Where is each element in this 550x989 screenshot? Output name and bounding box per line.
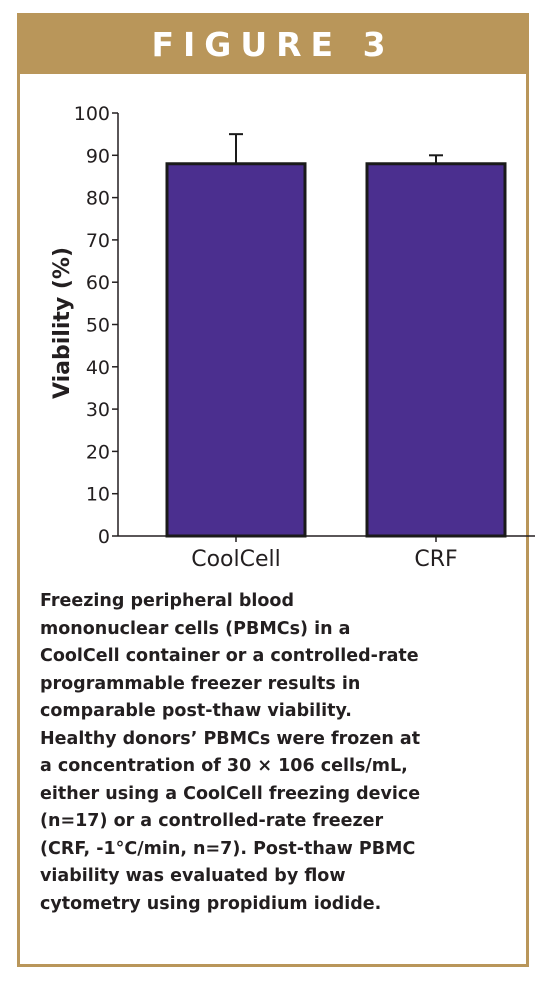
y-tick-label-20: 20 bbox=[86, 441, 110, 463]
y-tick-label-10: 10 bbox=[86, 484, 110, 506]
chart-labels: 0 10 20 30 40 50 60 70 80 90 100 CoolCell CRF bbox=[74, 103, 458, 572]
figure-header: FIGURE 3 bbox=[20, 16, 526, 74]
category-label-coolcell: CoolCell bbox=[191, 547, 281, 572]
bar-coolcell bbox=[165, 162, 307, 538]
chart-error-bars bbox=[229, 133, 443, 164]
bar-crf bbox=[365, 162, 507, 538]
category-label-crf: CRF bbox=[414, 547, 457, 572]
figure-caption: Freezing peripheral blood mononuclear ce… bbox=[40, 591, 421, 914]
y-tick-label-90: 90 bbox=[86, 145, 110, 167]
y-tick-label-40: 40 bbox=[86, 357, 110, 379]
y-tick-label-30: 30 bbox=[86, 399, 110, 421]
y-tick-label-100: 100 bbox=[74, 103, 110, 125]
y-tick-label-60: 60 bbox=[86, 272, 110, 294]
y-tick-label-0: 0 bbox=[98, 526, 110, 548]
y-axis-label: Viability (%) bbox=[50, 247, 75, 399]
y-tick-label-80: 80 bbox=[86, 188, 110, 210]
chart-bars bbox=[165, 162, 507, 538]
y-tick-label-70: 70 bbox=[86, 230, 110, 252]
y-tick-label-50: 50 bbox=[86, 315, 110, 337]
